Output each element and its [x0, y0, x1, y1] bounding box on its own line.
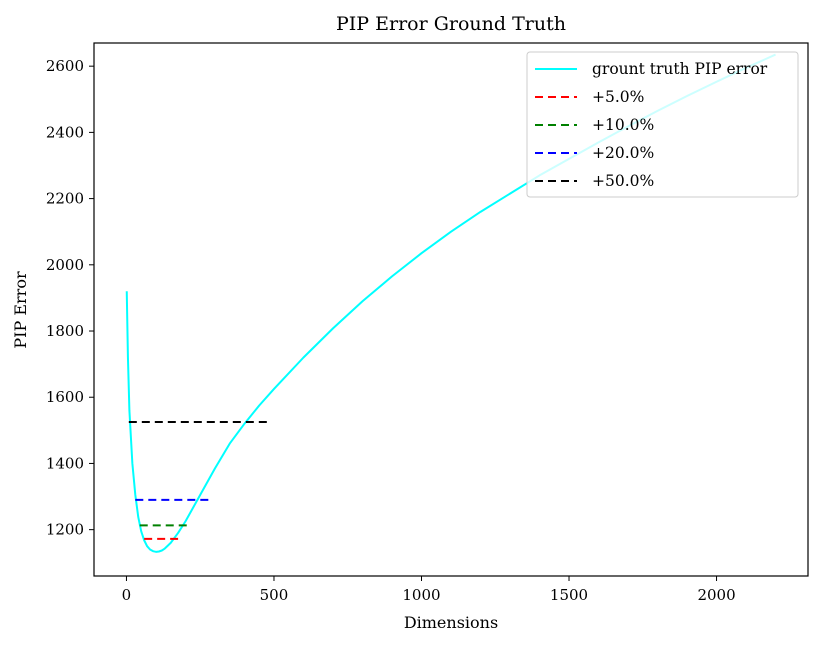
legend-label: +10.0%	[592, 116, 654, 134]
y-tick-label: 1600	[46, 388, 84, 406]
chart-title: PIP Error Ground Truth	[336, 13, 566, 35]
y-tick-label: 2200	[46, 190, 84, 208]
x-tick-label: 500	[260, 586, 289, 604]
legend: grount truth PIP error +5.0% +10.0% +20.0% +…	[526, 51, 799, 198]
x-tick-label: 1000	[402, 586, 440, 604]
x-tick-label: 0	[122, 586, 132, 604]
y-axis-label: PIP Error	[11, 271, 30, 349]
y-tick-label: 1400	[46, 454, 84, 472]
y-tick-label: 1800	[46, 322, 84, 340]
legend-label: +50.0%	[592, 172, 654, 190]
legend-box	[526, 51, 799, 198]
legend-label: +20.0%	[592, 144, 654, 162]
x-axis: 0 500 1000 1500 2000	[122, 576, 736, 604]
y-axis: 1200 1400 1600 1800 2000 2200 2400 2600	[46, 57, 94, 539]
y-tick-label: 2400	[46, 123, 84, 141]
x-tick-label: 2000	[697, 586, 735, 604]
legend-label: +5.0%	[592, 88, 644, 106]
plot-area	[93, 42, 809, 577]
legend-label: grount truth PIP error	[592, 60, 768, 78]
y-tick-label: 1200	[46, 521, 84, 539]
y-tick-label: 2600	[46, 57, 84, 75]
y-tick-label: 2000	[46, 256, 84, 274]
x-tick-label: 1500	[550, 586, 588, 604]
x-axis-label: Dimensions	[404, 613, 498, 632]
